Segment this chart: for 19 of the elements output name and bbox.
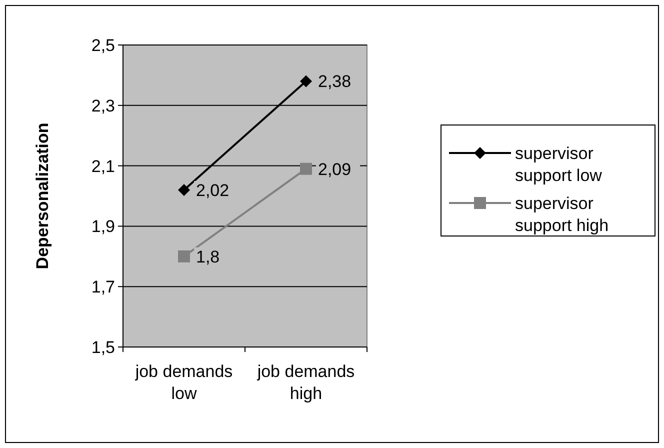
data-label: 2,02	[196, 180, 230, 200]
y-tick-label: 1,5	[91, 338, 115, 357]
x-tick-label: job demands low	[134, 362, 233, 403]
data-label: 2,09	[318, 160, 352, 179]
point	[300, 75, 312, 88]
data-label: 2,38	[318, 72, 352, 92]
y-tick-label: 1,9	[91, 217, 115, 236]
point	[178, 184, 190, 196]
y-axis-title: Depersonalization	[33, 122, 52, 270]
y-tick-label: 2,3	[91, 96, 115, 116]
x-tick-label: job demands high	[256, 362, 355, 403]
legend-label: supervisor support high	[515, 194, 609, 235]
legend-label: supervisor support low	[515, 144, 603, 185]
point	[300, 162, 312, 175]
point	[178, 250, 190, 262]
data-label: 1,8	[196, 247, 220, 266]
y-tick-label: 2,1	[91, 156, 115, 176]
y-tick-label: 1,7	[91, 278, 115, 297]
y-tick-label: 2,5	[91, 36, 115, 55]
